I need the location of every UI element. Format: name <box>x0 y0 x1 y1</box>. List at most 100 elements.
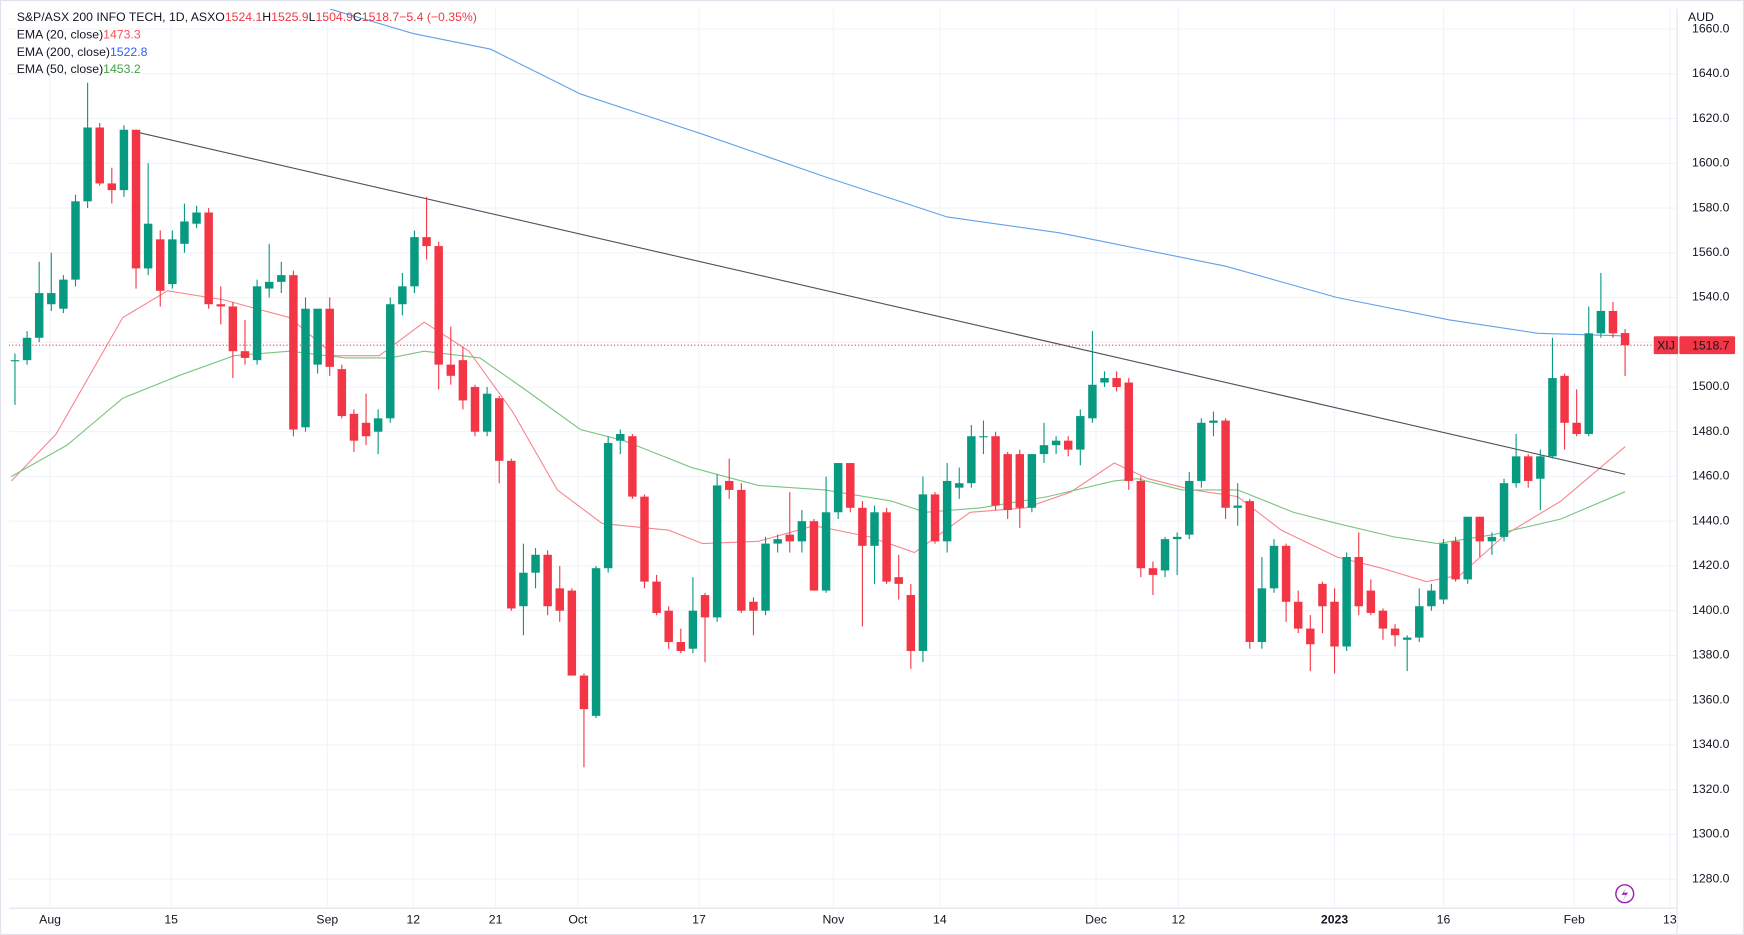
candle-body <box>1172 536 1182 540</box>
candle-body <box>1439 543 1448 600</box>
legend-value: 1473.3 <box>103 28 141 42</box>
candle-body <box>373 418 383 432</box>
candle-body <box>264 281 274 289</box>
legend-value: 1453.2 <box>103 62 141 76</box>
legend-value: 1522.8 <box>110 45 148 59</box>
candle-body <box>1354 557 1363 607</box>
candle-body <box>870 512 879 546</box>
y-tick-label: 1640.0 <box>1692 66 1730 80</box>
candle-body <box>337 369 347 417</box>
candle-body <box>1378 610 1388 629</box>
plot-area <box>8 8 1678 768</box>
symbol-badge <box>1653 336 1679 355</box>
candle-body <box>240 351 250 358</box>
candle-body <box>71 201 80 280</box>
legend-entry: EMA (20, close)1473.3 <box>17 28 141 42</box>
x-tick-label: 21 <box>489 913 503 927</box>
candle-body <box>1293 601 1303 629</box>
candle-body <box>1463 516 1472 580</box>
candle-body <box>494 398 504 461</box>
y-tick-label: 1400.0 <box>1692 603 1730 617</box>
candle-body <box>543 554 552 607</box>
candle-body <box>531 554 540 573</box>
y-tick-label: 1320.0 <box>1692 782 1730 796</box>
candle-body <box>1112 378 1121 387</box>
candle-body <box>1185 480 1194 535</box>
candle-body <box>1160 539 1170 571</box>
candle-body <box>1487 536 1497 542</box>
candle-body <box>628 436 637 497</box>
legend-name: EMA (200, close) <box>17 45 110 59</box>
candle-body <box>1572 422 1581 434</box>
candle-body <box>882 512 891 582</box>
candle-body <box>1221 420 1230 508</box>
candle-body <box>228 306 238 352</box>
trendline <box>135 131 1626 475</box>
candle-body <box>10 360 20 362</box>
candle-body <box>1233 505 1242 508</box>
candle-body <box>676 642 686 651</box>
candle-body <box>591 568 601 716</box>
candle-body <box>180 221 189 244</box>
candle-body <box>1076 416 1085 450</box>
candle-body <box>34 293 44 338</box>
candle-body <box>749 601 758 611</box>
candle-body <box>1063 440 1073 450</box>
candle-body <box>410 237 419 287</box>
candle-body <box>773 539 782 544</box>
candle-body <box>918 494 928 651</box>
y-tick-label: 1580.0 <box>1692 200 1730 214</box>
candle-body <box>1306 628 1315 645</box>
candle-body <box>1548 378 1557 457</box>
candle-body <box>252 286 262 361</box>
candle-body <box>349 413 359 441</box>
x-tick-label: 16 <box>1437 913 1451 927</box>
candle-body <box>301 308 310 428</box>
candle-body <box>555 588 564 611</box>
y-tick-label: 1500.0 <box>1692 379 1730 393</box>
candle-body <box>1402 637 1412 640</box>
candle-body <box>1051 440 1061 446</box>
candle-body <box>325 308 334 367</box>
x-tick-label: Aug <box>39 913 61 927</box>
candle-body <box>1427 590 1436 607</box>
y-tick-label: 1380.0 <box>1692 648 1730 662</box>
x-tick-label: Feb <box>1564 913 1585 927</box>
ohlc-prefix: O <box>215 10 225 24</box>
legend-entry: EMA (200, close)1522.8 <box>17 45 148 59</box>
candle-body <box>942 480 952 542</box>
candle-body <box>422 237 431 247</box>
candle-body <box>1257 588 1267 643</box>
ohlc-value: 1525.9 <box>271 10 309 24</box>
y-tick-label: 1480.0 <box>1692 424 1730 438</box>
candle-body <box>1318 583 1327 607</box>
candle-body <box>1015 454 1025 508</box>
legend-title: S&P/ASX 200 INFO TECH, 1D, ASXO1524.1H15… <box>17 10 477 24</box>
y-tick-label: 1660.0 <box>1692 21 1730 35</box>
candle-body <box>967 436 976 484</box>
candle-body <box>1088 384 1097 419</box>
y-tick-label: 1280.0 <box>1692 871 1730 885</box>
candle-body <box>1608 310 1618 334</box>
x-tick-label: 12 <box>1172 913 1186 927</box>
candle-body <box>858 507 867 546</box>
candle-body <box>1209 420 1218 423</box>
legend: S&P/ASX 200 INFO TECH, 1D, ASXO1524.1H15… <box>17 10 477 76</box>
ema-line <box>329 8 1626 337</box>
candle-body <box>1451 541 1460 580</box>
candle-body <box>640 496 649 582</box>
candle-body <box>846 463 855 508</box>
candle-body <box>700 595 710 618</box>
candle-body <box>930 494 940 542</box>
candle-body <box>398 286 407 305</box>
candle-body <box>1584 333 1593 434</box>
candle-body <box>458 360 468 401</box>
candle-body <box>1390 628 1400 636</box>
candle-body <box>1366 590 1376 613</box>
ohlc-value: −5.4 (−0.35%) <box>399 10 477 24</box>
candle-body <box>361 422 371 437</box>
x-tick-label: Nov <box>822 913 845 927</box>
